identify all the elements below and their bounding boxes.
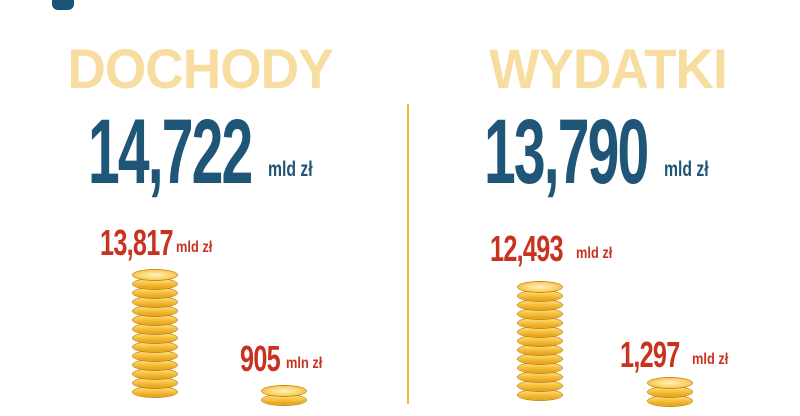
coin-icon <box>518 345 562 355</box>
income-panel: DOCHODY 14,722 mld zł 13,817 mld zł 905 … <box>0 0 400 405</box>
coin-icon <box>133 315 177 325</box>
coin-icon <box>133 270 177 280</box>
coin-stack-icon <box>648 378 692 408</box>
income-item-1-unit: mld zł <box>176 239 213 256</box>
panel-divider <box>407 104 409 404</box>
income-total: 14,722 mld zł <box>88 100 351 205</box>
income-item-2: 905 mln zł <box>240 338 322 380</box>
coin-icon <box>133 342 177 352</box>
coin-icon <box>648 378 692 388</box>
coin-icon <box>133 351 177 361</box>
income-item-1-value: 13,817 <box>100 222 174 263</box>
coin-icon <box>648 396 692 406</box>
expenses-item-2-unit: mld zł <box>692 351 729 368</box>
expenses-title: WYDATKI <box>489 37 728 100</box>
coin-icon <box>262 386 306 396</box>
coin-icon <box>133 306 177 316</box>
coin-icon <box>518 327 562 337</box>
coin-icon <box>518 282 562 292</box>
expenses-total-unit: mld zł <box>664 158 709 181</box>
coin-icon <box>518 336 562 346</box>
expenses-item-2: 1,297 mld zł <box>620 334 728 376</box>
income-item-1: 13,817 mld zł <box>100 222 212 264</box>
coin-icon <box>518 309 562 319</box>
coin-icon <box>518 291 562 301</box>
income-total-value: 14,722 <box>88 101 253 203</box>
coin-icon <box>518 363 562 373</box>
coin-icon <box>518 318 562 328</box>
coin-stack-icon <box>133 270 177 400</box>
coin-icon <box>133 279 177 289</box>
expenses-item-2-value: 1,297 <box>620 334 680 375</box>
coin-stack-icon <box>262 386 306 416</box>
coin-icon <box>262 395 306 405</box>
income-item-2-value: 905 <box>240 338 281 379</box>
coin-icon <box>518 300 562 310</box>
coin-icon <box>133 333 177 343</box>
income-item-2-unit: mln zł <box>286 355 323 372</box>
expenses-item-1: 12,493 mld zł <box>490 228 612 270</box>
coin-stack-icon <box>518 282 562 402</box>
coin-icon <box>518 372 562 382</box>
coin-icon <box>133 378 177 388</box>
coin-icon <box>133 369 177 379</box>
expenses-panel: WYDATKI 13,790 mld zł 12,493 mld zł 1,29… <box>400 0 800 406</box>
logo-icon <box>52 0 74 10</box>
expenses-item-1-value: 12,493 <box>490 228 564 269</box>
income-total-unit: mld zł <box>268 158 313 181</box>
coin-icon <box>648 387 692 397</box>
income-title: DOCHODY <box>67 37 333 100</box>
coin-icon <box>133 288 177 298</box>
coin-icon <box>518 381 562 391</box>
expenses-total: 13,790 mld zł <box>484 100 747 205</box>
expenses-item-1-unit: mld zł <box>576 245 613 262</box>
coin-icon <box>518 390 562 400</box>
coin-icon <box>133 324 177 334</box>
coin-icon <box>133 360 177 370</box>
coin-icon <box>133 297 177 307</box>
expenses-total-value: 13,790 <box>484 101 649 203</box>
coin-icon <box>133 387 177 397</box>
coin-icon <box>518 354 562 364</box>
